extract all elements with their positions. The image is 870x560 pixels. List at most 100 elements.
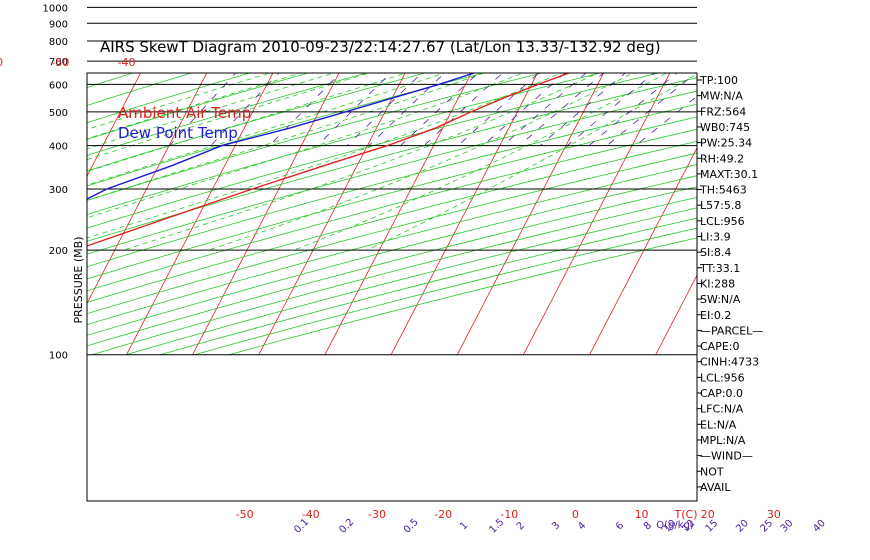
index-item: LI:3.9 [700, 231, 731, 244]
index-item: LFC:N/A [700, 403, 744, 416]
dry-adiabat-line [87, 140, 697, 303]
bottom-temp-tick-label: 30 [767, 508, 781, 521]
top-temp-tick-label: -50 [51, 56, 69, 69]
dry-adiabat-line [87, 116, 697, 280]
isotherm-line [589, 147, 697, 355]
top-temp-tick-label: -60 [0, 56, 3, 69]
dry-adiabat-line [87, 152, 697, 315]
mixing-ratio-label: 0.5 [402, 517, 421, 536]
mixing-ratio-label: 2 [515, 520, 527, 532]
index-item: CAPE:0 [700, 340, 740, 353]
index-item: CINH:4733 [700, 356, 759, 369]
moist-adiabat-line [87, 73, 446, 186]
isotherm-line [456, 73, 605, 355]
ambient-air-tempseries-line [87, 73, 572, 247]
index-item: AVAIL [700, 481, 731, 494]
dry-adiabat-line [87, 73, 368, 156]
mixing-ratio-label: 8 [642, 520, 654, 532]
legend-dew-point-temp: Dew Point Temp [118, 124, 238, 142]
index-item: LCL:956 [700, 371, 745, 384]
mixing-ratio-label: 0.2 [337, 517, 356, 536]
series-layer [87, 73, 572, 247]
index-item: LCL:956 [700, 215, 745, 228]
moist-adiabat-line [87, 73, 563, 239]
index-item: EI:0.2 [700, 309, 731, 322]
dry-adiabat-line [87, 73, 427, 172]
pressure-tick-label: 300 [49, 185, 68, 196]
legend-ambient-air-temp: Ambient Air Temp [118, 104, 251, 122]
dry-adiabat-line [87, 128, 697, 292]
pressure-tick-label: 500 [49, 108, 68, 119]
dry-adiabat-line [87, 164, 697, 326]
isotherm-line [788, 0, 870, 355]
index-item: TP:100 [699, 74, 738, 87]
bottom-axis-label: T(C) [674, 508, 698, 521]
mixing-ratio-label: 30 [779, 518, 796, 535]
isotherm-line [258, 73, 406, 355]
dry-adiabat-line [87, 73, 193, 106]
dry-adiabat-line [87, 73, 251, 124]
dry-adiabat-line [87, 73, 602, 215]
mixing-ratio-line [606, 73, 697, 146]
isotherm-line [523, 73, 671, 355]
index-item: NOT [700, 465, 724, 478]
index-item: WB0:745 [700, 121, 750, 134]
mixing-ratio-label: 1 [458, 520, 470, 532]
mixing-ratio-label: 40 [811, 518, 828, 535]
mixing-ratio-unit: Q(g/kg) [656, 520, 694, 531]
isotherm-line [87, 73, 141, 177]
moist-adiabat-line [366, 73, 697, 251]
dry-adiabat-line [87, 73, 544, 201]
bottom-temp-tick-label: -20 [434, 508, 452, 521]
dry-adiabat-line [87, 73, 310, 140]
dry-adiabat-line [125, 207, 697, 356]
mixing-ratio-line [400, 73, 479, 146]
index-item: MW:N/A [700, 90, 743, 103]
pressure-tick-label: 800 [49, 37, 68, 48]
dry-adiabat-line [87, 175, 697, 336]
moist-adiabat-line [123, 73, 599, 251]
dry-adiabat-line [0, 0, 110, 355]
pressure-tick-label: 200 [49, 246, 68, 257]
index-item: TH:5463 [699, 184, 747, 197]
pressure-tick-label: 400 [49, 142, 68, 153]
moist-adiabat-line [208, 73, 634, 251]
moist-adiabat-line [87, 73, 303, 140]
index-item: KI:288 [700, 277, 735, 290]
dry-adiabat-line [0, 0, 43, 355]
moist-adiabat-line [293, 73, 668, 251]
dry-adiabat-line [87, 73, 660, 229]
bottom-temp-tick-label: -50 [236, 508, 254, 521]
index-item: FRZ:564 [700, 105, 746, 118]
bottom-temp-tick-label: 0 [572, 508, 579, 521]
mixing-ratio-label: 6 [614, 520, 626, 532]
pressure-tick-label: 1000 [43, 3, 68, 14]
dry-adiabat-line [91, 196, 697, 356]
isotherm-line [192, 73, 340, 355]
bottom-temp-tick-label: 20 [701, 508, 715, 521]
index-item: RH:49.2 [700, 152, 744, 165]
index-item: —WIND— [700, 450, 753, 463]
index-item: —PARCEL— [700, 324, 763, 337]
bottom-temp-tick-label: -40 [302, 508, 320, 521]
dry-adiabat-line [87, 103, 697, 268]
mixing-ratio-label: 3 [550, 520, 562, 532]
dry-adiabat-line [87, 90, 697, 255]
bottom-temp-tick-label: 10 [635, 508, 649, 521]
mixing-ratio-line [169, 73, 237, 146]
mixing-ratio-line [423, 73, 504, 146]
index-item: MAXT:30.1 [700, 168, 758, 181]
index-item: SW:N/A [700, 293, 741, 306]
index-item: TT:33.1 [699, 262, 740, 275]
chart-title: AIRS SkewT Diagram 2010-09-23/22:14:27.6… [100, 38, 661, 56]
dry-adiabat-line [87, 186, 697, 347]
y-axis-label: PRESSURE (MB) [72, 237, 85, 324]
stability-indices-panel: TP:100 MW:N/A FRZ:564 WB0:745 PW:25.34 RH:49.… [697, 74, 763, 494]
pressure-tick-label: 900 [49, 19, 68, 30]
mixing-ratio-label: 4 [576, 520, 588, 532]
bottom-temp-tick-label: -10 [500, 508, 518, 521]
mixing-ratio-line [635, 95, 697, 146]
plot-frame [86, 72, 698, 502]
legend: Ambient Air Temp Dew Point Temp [118, 104, 251, 142]
